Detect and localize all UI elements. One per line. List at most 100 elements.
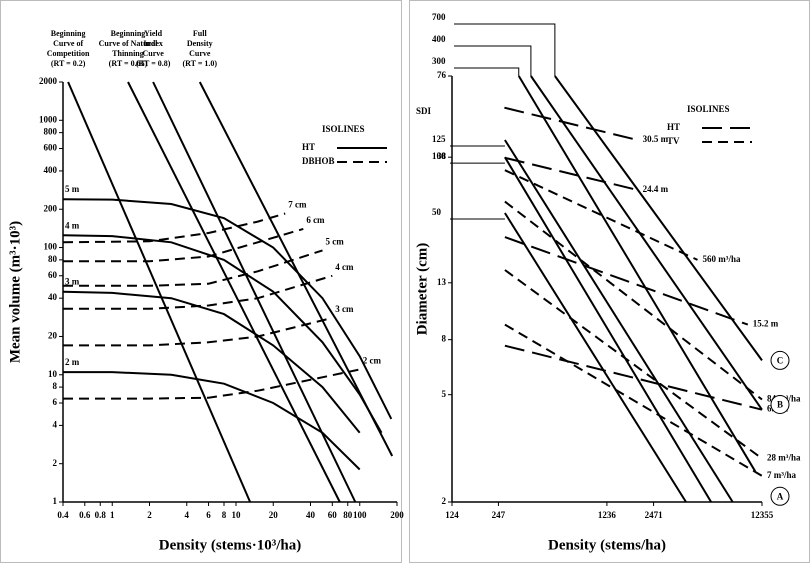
y-tick-label: 600	[44, 143, 58, 153]
reference-label: (RT = 0.8)	[136, 59, 171, 68]
reference-label: Curve	[189, 49, 211, 58]
isoline	[127, 81, 341, 503]
x-tick-label: 6	[206, 510, 211, 520]
point-label: A	[777, 491, 784, 501]
x-tick-label: 60	[328, 510, 338, 520]
point-marker	[770, 394, 790, 414]
sdi-connector	[454, 23, 556, 76]
isoline	[63, 316, 333, 347]
reference-label: Curve of	[53, 39, 83, 48]
isoline	[504, 156, 712, 503]
x-tick-label: 2	[147, 510, 152, 520]
y-tick-label: 4	[53, 419, 58, 429]
isoline-label: 4 m	[65, 220, 80, 230]
point-label: B	[777, 400, 783, 410]
x-axis-title: Density (stems·10³/ha)	[159, 537, 301, 553]
point-label: C	[777, 355, 784, 365]
x-axis-title: Density (stems/ha)	[548, 537, 666, 553]
x-tick-label: 100	[353, 510, 367, 520]
sdi-value: 400	[432, 34, 446, 44]
isoline	[504, 106, 638, 141]
y-tick-label: 1	[53, 496, 58, 506]
x-tick-label: 10	[231, 510, 241, 520]
x-tick-label: 0.4	[57, 510, 69, 520]
x-tick-label: 40	[306, 510, 316, 520]
point-marker	[770, 350, 790, 370]
reference-label: Density	[187, 39, 213, 48]
isoline	[62, 198, 393, 420]
isoline	[62, 234, 383, 434]
isoline-label: 5 m	[65, 184, 80, 194]
isoline	[62, 290, 361, 434]
sdi-label: SDI	[416, 106, 432, 116]
sdi-value: 50	[432, 207, 442, 217]
isoline-label: 3 cm	[335, 304, 354, 314]
isoline	[63, 368, 360, 400]
sdi-connector	[454, 45, 532, 76]
isoline-label: 2 m	[65, 357, 80, 367]
point-marker	[770, 486, 790, 506]
y-tick-label: 76	[437, 70, 447, 80]
y-tick-label: 5	[442, 389, 447, 399]
isoline	[504, 344, 763, 411]
reference-label: (RT = 0.65)	[109, 59, 148, 68]
y-tick-label: 800	[44, 127, 58, 137]
y-tick-label: 10	[48, 369, 58, 379]
isoline	[504, 236, 749, 326]
y-tick-label: 400	[44, 165, 58, 175]
reference-label: (RT = 0.2)	[51, 59, 86, 68]
legend-label: HT	[302, 142, 315, 152]
x-tick-label: 0.8	[95, 510, 107, 520]
y-tick-label: 100	[44, 242, 58, 252]
legend-title: ISOLINES	[687, 104, 730, 114]
isoline	[63, 274, 333, 310]
isoline-label: 7 m³/ha	[767, 470, 796, 480]
reference-label: (RT = 1.0)	[183, 59, 218, 68]
isoline-label: 30.5 m	[643, 134, 669, 144]
isoline	[152, 81, 357, 503]
isoline-label: 2 cm	[363, 356, 382, 366]
isoline	[554, 75, 763, 361]
isoline	[67, 81, 252, 503]
isoline-label: 560 m³/ha	[703, 254, 741, 264]
isoline-label: 4 cm	[335, 262, 354, 272]
y-tick-label: 20	[48, 331, 58, 341]
isoline-label: 5 cm	[325, 236, 344, 246]
isoline	[517, 75, 757, 472]
legend-label: DBHOB	[302, 156, 335, 166]
reference-label: Index	[143, 39, 163, 48]
reference-label: Curve of Natural	[99, 39, 158, 48]
isoline	[504, 212, 687, 503]
isoline-label: 15.2 m	[753, 319, 779, 329]
x-tick-label: 0.6	[79, 510, 91, 520]
y-tick-label: 2	[442, 496, 447, 506]
y-tick-label: 80	[48, 254, 58, 264]
y-tick-label: 60	[48, 270, 58, 280]
isoline	[62, 212, 286, 244]
reference-label: Thinning	[112, 49, 144, 58]
y-tick-label: 40	[48, 292, 58, 302]
reference-label: Curve	[142, 49, 164, 58]
isoline	[504, 156, 638, 191]
isoline-label: 6 cm	[306, 215, 325, 225]
isoline	[530, 75, 763, 411]
reference-label: Beginning	[51, 29, 86, 38]
x-tick-label: 247	[492, 510, 506, 520]
isoline-label: 3 m	[65, 277, 80, 287]
x-tick-label: 12355	[751, 510, 774, 520]
x-tick-label: 20	[269, 510, 279, 520]
legend-label: HT	[667, 122, 680, 132]
y-tick-label: 2000	[39, 76, 58, 86]
isoline-label: 24.4 m	[643, 184, 669, 194]
y-tick-label: 2	[53, 458, 58, 468]
isoline	[504, 200, 763, 401]
y-axis-title: Mean volume (m³·10³)	[7, 221, 23, 363]
y-tick-label: 13	[437, 277, 447, 287]
x-tick-label: 4	[185, 510, 190, 520]
isoline	[63, 371, 361, 471]
isoline	[63, 249, 323, 287]
legend-title: ISOLINES	[322, 124, 365, 134]
reference-label: Beginning	[111, 29, 146, 38]
